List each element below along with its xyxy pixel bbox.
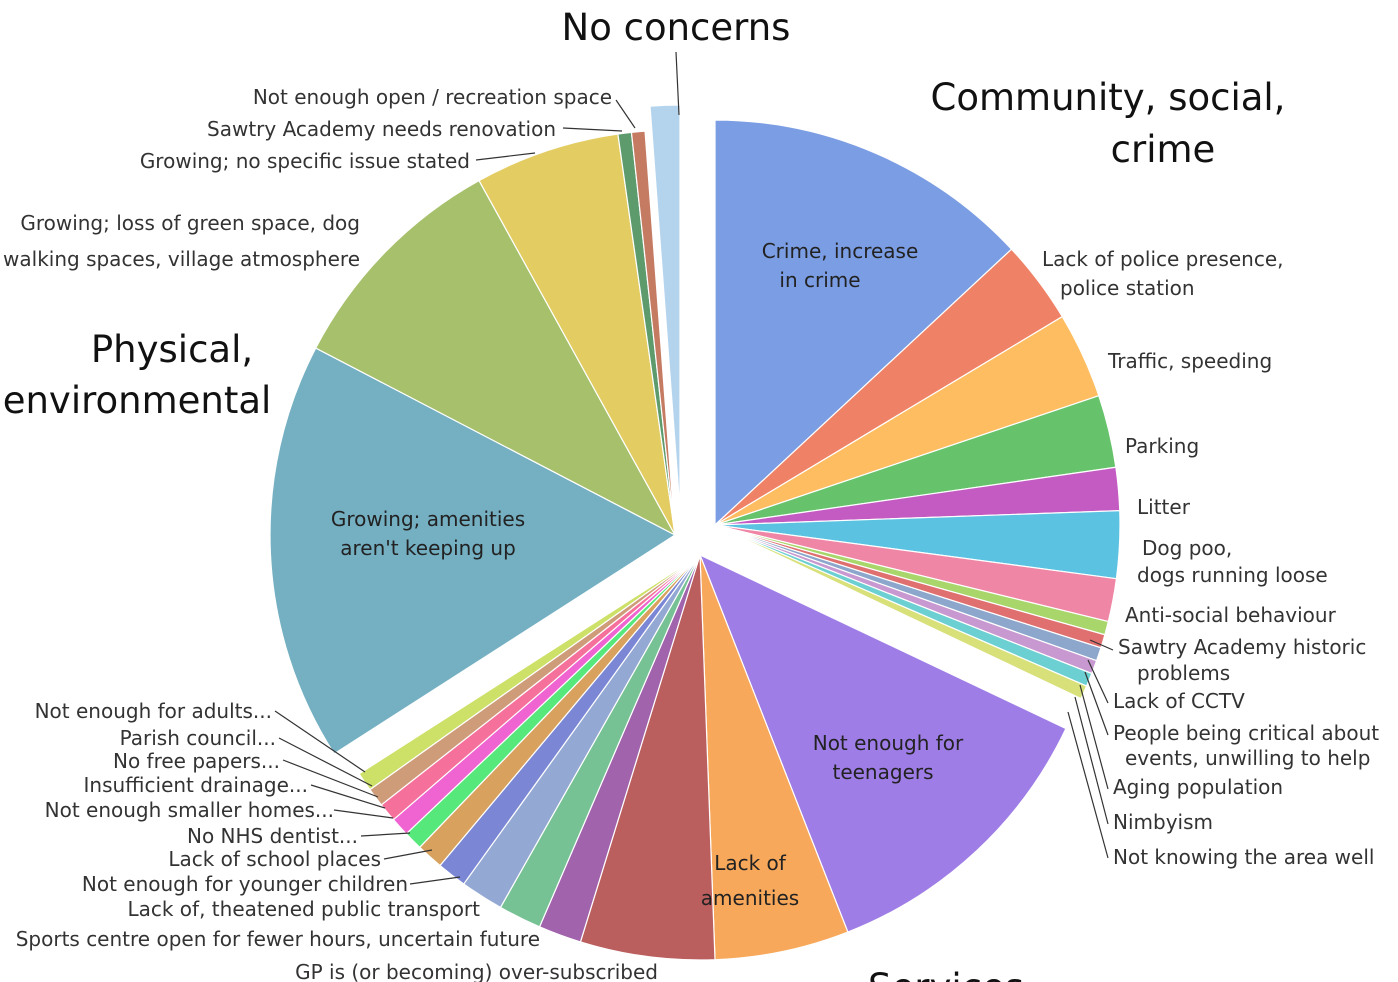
pie-slice-growing-amenities-aren-t-keeping-up [269, 347, 677, 755]
pie-slice-not-enough-for-teenagers [698, 553, 1067, 933]
group-label-community-social-crime: Community, social, crime [931, 76, 1286, 171]
slice-label-not-enough-for-younger-children: Not enough for younger children [82, 872, 408, 896]
slice-label-not-knowing-the-area-well: Not knowing the area well [1113, 845, 1374, 869]
pie-slice-crime-increase-in-crime [714, 119, 1013, 527]
slice-label-growing-amenities-aren-t-keeping-up: Growing; amenities aren't keeping up [331, 507, 525, 560]
slice-label-crime-increase-in-crime: Crime, increase in crime [762, 239, 919, 292]
leader-line-insufficient-drainage [310, 784, 386, 809]
pie-slice-not-knowing-the-area-well [714, 524, 1088, 700]
leader-line-not-enough-smaller-homes [333, 809, 394, 819]
slice-label-traffic-speeding: Traffic, speeding [1107, 349, 1272, 373]
slice-label-litter: Litter [1137, 495, 1191, 519]
slice-label-insufficient-drainage: Insufficient drainage... [84, 773, 308, 797]
pie-slice-gp-is-or-becoming-over-subscribed [579, 554, 716, 961]
slice-label-people-being-critical-about-events-unwilling-to-help: People being critical about events, unwil… [1113, 721, 1379, 770]
slice-label-growing-no-specific-issue-stated: Growing; no specific issue stated [140, 149, 470, 173]
leader-line-not-enough-for-younger-children [409, 876, 461, 885]
leader-line-people-being-critical-about-events-unwilling-to-help [1084, 671, 1109, 736]
slice-label-lack-of-school-places: Lack of school places [168, 847, 381, 871]
group-labels: Community, social,crime Services Physical,… [3, 6, 1286, 982]
slice-label-lack-of-cctv: Lack of CCTV [1113, 689, 1245, 713]
leader-line-lack-of-school-places [383, 849, 433, 860]
slice-label-not-enough-for-adults: Not enough for adults... [35, 699, 272, 723]
leader-lines [274, 51, 1114, 885]
leader-line-lack-of-cctv [1087, 659, 1109, 704]
pie-slice-growing-no-specific-issue-stated [478, 133, 676, 536]
pie-slice-not-enough-open-recreation-space [630, 130, 676, 536]
leader-line-nimbyism [1074, 696, 1109, 825]
slice-label-no-free-papers: No free papers... [113, 749, 280, 773]
leader-line-parish-council [278, 737, 373, 787]
slice-label-lack-of-police-presence-police-station: Lack of police presence, police station [1042, 247, 1284, 300]
leader-line-no-nhs-dentist [360, 832, 411, 837]
slice-label-parking: Parking [1125, 434, 1199, 458]
leader-line-not-enough-for-adults [274, 710, 366, 773]
group-label-no-concerns: No concerns [562, 6, 791, 49]
pie-slice-no-concerns [649, 104, 681, 511]
slice-label-lack-of-theatened-public-transport: Lack of, theatened public transport [127, 897, 480, 921]
slice-label-aging-population: Aging population [1113, 775, 1283, 799]
slice-labels: Crime, increase in crime Lack of police pr… [3, 85, 1379, 982]
leader-line-aging-population [1079, 684, 1109, 790]
pie-slice-growing-loss-of-green-space-dog-walking-spaces-village-atmosphere [314, 179, 677, 537]
slice-label-parish-council: Parish council... [120, 726, 276, 750]
slice-label-no-nhs-dentist: No NHS dentist... [187, 824, 358, 848]
slice-label-sports-centre-open-for-fewer-hours-uncertain-future: Sports centre open for fewer hours, unce… [16, 927, 540, 951]
slice-label-sawtry-academy-needs-renovation: Sawtry Academy needs renovation [207, 117, 556, 141]
slice-label-not-enough-for-teenagers: Not enough for teenagers [813, 731, 964, 784]
slice-label-not-enough-smaller-homes: Not enough smaller homes... [45, 798, 334, 822]
group-label-physical-environmental: Physical, environmental [3, 328, 272, 422]
leader-line-sawtry-academy-historic-problems [1089, 639, 1114, 651]
slice-label-anti-social-behaviour: Anti-social behaviour [1125, 603, 1337, 627]
slice-label-gp-is-or-becoming-over-subscribed: GP is (or becoming) over-subscribed [295, 960, 658, 982]
slice-label-dog-poo-dogs-running-loose: Dog poo, dogs running loose [1137, 536, 1328, 587]
slice-label-sawtry-academy-historic-problems: Sawtry Academy historic problems [1118, 635, 1366, 685]
leader-line-no-free-papers [282, 759, 379, 798]
group-label-services: Services [868, 966, 1024, 982]
slice-label-not-enough-open-recreation-space: Not enough open / recreation space [253, 85, 612, 109]
pie-slice-lack-of-amenities [699, 554, 849, 961]
leader-line-not-enough-open-recreation-space [615, 99, 636, 129]
slice-label-growing-loss-of-green-space-dog-walking-spaces-village-atmosphere: Growing; loss of green space, dog walking… [3, 211, 360, 271]
leader-line-no-concerns [675, 51, 680, 116]
pie-slices [269, 104, 1121, 961]
slice-label-nimbyism: Nimbyism [1113, 810, 1213, 834]
leader-line-not-knowing-the-area-well [1067, 711, 1109, 859]
slice-label-lack-of-amenities: Lack of amenities [701, 851, 799, 910]
leader-line-sawtry-academy-needs-renovation [562, 127, 623, 132]
leader-line-growing-no-specific-issue-stated [475, 152, 536, 161]
